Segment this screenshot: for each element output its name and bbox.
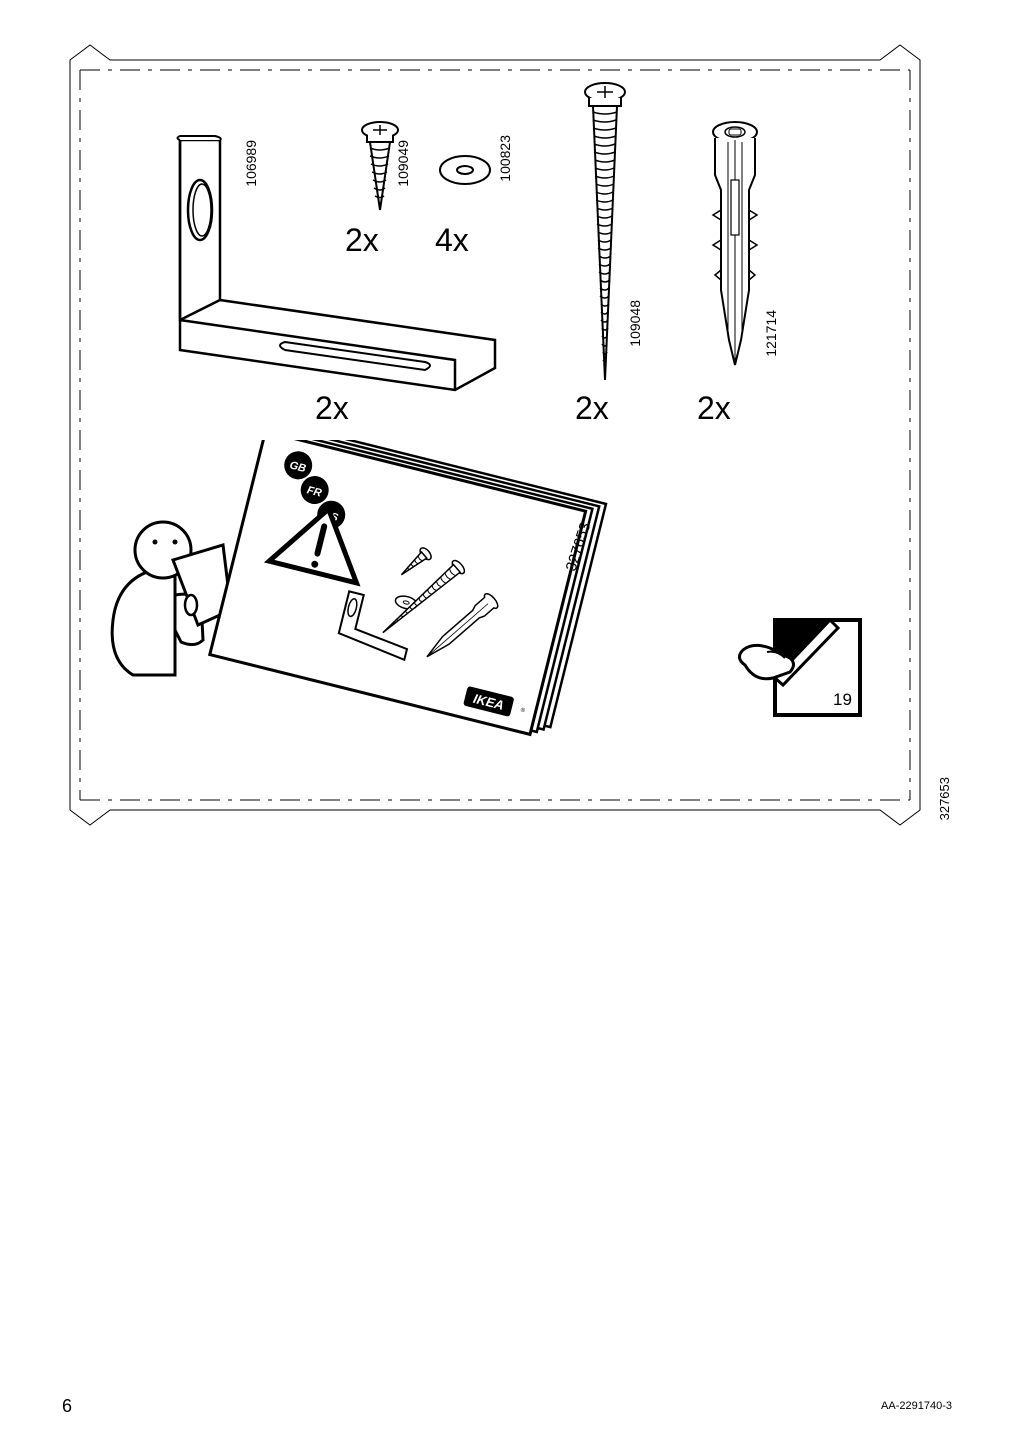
bracket-partnum: 106989 [243, 140, 259, 187]
washer-icon [435, 150, 495, 190]
page-turn-icon: 19 [735, 610, 865, 725]
document-code: AA-2291740-3 [881, 1400, 952, 1412]
part-washer: 100823 [435, 150, 495, 195]
part-large-screw: 109048 [575, 80, 635, 395]
washer-partnum: 100823 [497, 135, 513, 182]
page-number: 6 [62, 1396, 72, 1417]
washer-qty: 4x [435, 222, 469, 259]
leaflet-illustration: GB FR ES [190, 440, 620, 755]
large-screw-icon [575, 80, 635, 390]
part-small-screw: 109049 [355, 120, 405, 225]
envelope-number: 327653 [937, 777, 952, 820]
page-turn-number: 19 [833, 690, 852, 709]
instruction-section: GB FR ES [100, 410, 900, 780]
instruction-envelope: 106989 2x 109049 2x 100823 4x [60, 40, 930, 830]
small-screw-partnum: 109049 [395, 140, 411, 187]
anchor-partnum: 121714 [763, 310, 779, 357]
small-screw-qty: 2x [345, 222, 379, 259]
large-screw-partnum: 109048 [627, 300, 643, 347]
part-wall-anchor: 121714 [695, 120, 775, 380]
parts-list: 106989 2x 109049 2x 100823 4x [135, 110, 855, 430]
